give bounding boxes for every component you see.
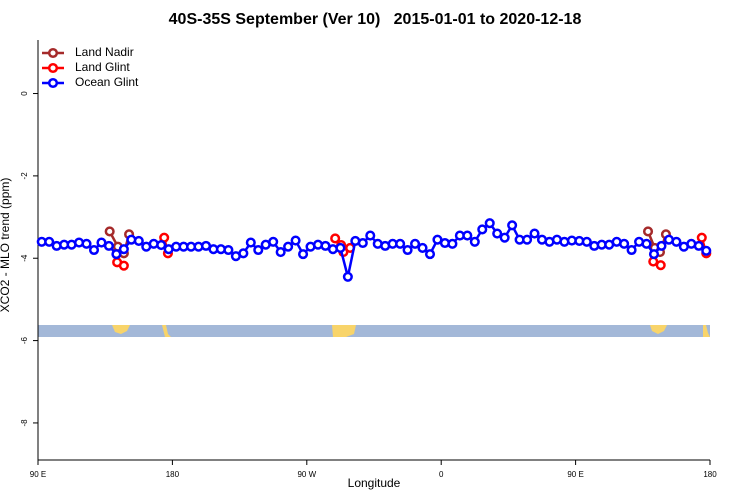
data-point	[223, 244, 234, 256]
data-point	[283, 241, 294, 252]
x-tick-label: 90 E	[30, 470, 46, 479]
data-point	[642, 226, 654, 237]
land-shape	[650, 325, 667, 334]
data-point	[701, 245, 712, 256]
legend-label: Ocean Glint	[75, 75, 139, 89]
y-tick-label: 0	[20, 91, 29, 96]
data-point	[619, 238, 630, 249]
data-point	[395, 238, 406, 249]
data-point	[365, 230, 376, 241]
land-shape	[703, 325, 710, 337]
y-tick-label: -6	[20, 336, 29, 344]
data-point	[447, 238, 458, 249]
data-point	[581, 236, 592, 247]
land-shape	[332, 325, 356, 337]
x-tick-label: 180	[703, 470, 717, 479]
data-point	[626, 244, 637, 256]
y-tick-label: -8	[20, 419, 29, 427]
x-tick-label: 90 E	[567, 470, 583, 479]
land-shape	[162, 325, 171, 337]
data-point	[641, 238, 652, 249]
data-point	[133, 235, 144, 246]
data-point	[648, 249, 660, 260]
data-point	[469, 236, 480, 247]
data-point	[417, 242, 428, 253]
land-shape	[112, 325, 130, 334]
legend-swatch	[47, 77, 59, 89]
data-point	[104, 226, 115, 237]
data-point	[655, 260, 666, 271]
data-point	[529, 228, 540, 239]
data-point	[410, 238, 421, 249]
ocean-band	[38, 325, 710, 337]
data-point	[424, 249, 436, 260]
y-axis-label: XCO2 - MLO trend (ppm)	[0, 178, 12, 313]
data-point	[118, 244, 129, 255]
data-point	[275, 247, 286, 258]
y-tick-label: -4	[20, 254, 29, 262]
land-mask	[38, 325, 710, 337]
data-point	[656, 240, 667, 251]
data-point	[477, 224, 488, 235]
data-point	[111, 249, 122, 260]
data-point	[103, 240, 114, 251]
data-point	[290, 235, 301, 246]
data-point	[298, 249, 309, 260]
data-point	[522, 234, 533, 245]
data-point	[492, 228, 503, 239]
x-tick-label: 90 W	[297, 470, 316, 479]
data-point	[499, 232, 510, 243]
x-tick-label: 0	[439, 470, 444, 479]
series-line	[41, 221, 707, 278]
data-point	[696, 232, 707, 243]
legend-label: Land Nadir	[75, 45, 134, 59]
data-point	[342, 271, 353, 282]
data-point	[44, 236, 55, 247]
data-point	[335, 242, 346, 253]
data-point	[238, 248, 249, 259]
data-point	[268, 236, 279, 247]
x-axis-label: Longitude	[348, 476, 401, 490]
data-point	[357, 237, 368, 249]
data-point	[253, 244, 264, 256]
data-point	[507, 220, 518, 231]
data-point	[245, 237, 256, 248]
legend-label: Land Glint	[75, 60, 130, 74]
x-tick-label: 180	[166, 470, 180, 479]
legend-swatch	[47, 62, 59, 74]
data-point	[330, 233, 341, 244]
data-point	[671, 236, 682, 247]
data-point	[402, 244, 413, 256]
legend-swatch	[47, 47, 59, 59]
data-point	[156, 240, 167, 251]
data-point	[484, 218, 495, 229]
y-tick-label: -2	[20, 172, 29, 180]
data-point	[88, 244, 100, 256]
data-point	[118, 260, 129, 271]
data-point	[693, 240, 704, 251]
data-point	[81, 238, 92, 249]
data-point	[462, 230, 473, 241]
chart-title: 40S-35S September (Ver 10) 2015-01-01 to…	[169, 11, 582, 28]
